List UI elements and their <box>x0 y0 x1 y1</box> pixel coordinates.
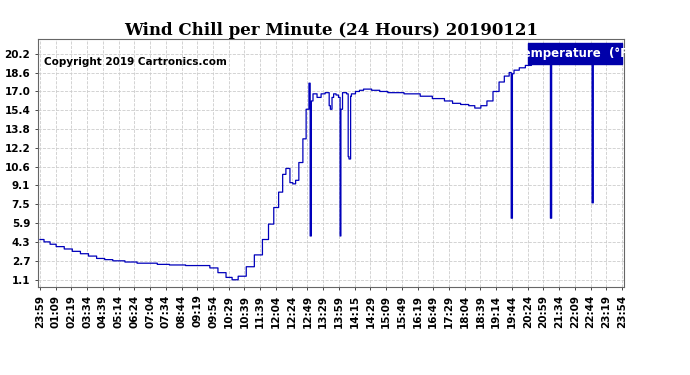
Text: Copyright 2019 Cartronics.com: Copyright 2019 Cartronics.com <box>44 57 227 67</box>
Title: Wind Chill per Minute (24 Hours) 20190121: Wind Chill per Minute (24 Hours) 2019012… <box>124 22 538 39</box>
Text: Temperature  (°F): Temperature (°F) <box>516 47 633 60</box>
FancyBboxPatch shape <box>528 43 622 64</box>
